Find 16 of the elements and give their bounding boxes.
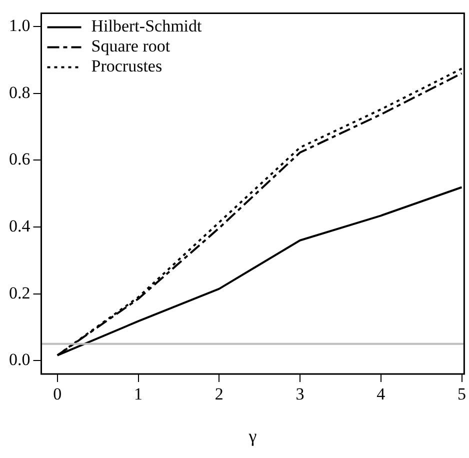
legend-label: Hilbert-Schmidt <box>91 16 202 36</box>
x-tick-label: 2 <box>214 384 224 404</box>
x-tick-label: 3 <box>296 384 304 404</box>
x-axis-title: γ <box>248 426 257 446</box>
x-tick-label: 5 <box>458 384 466 404</box>
x-tick-label: 0 <box>53 384 62 404</box>
y-tick-label: 0.6 <box>9 150 30 169</box>
legend-label: Square root <box>91 36 170 56</box>
y-tick-label: 1.0 <box>9 16 30 36</box>
y-tick-label: 0.4 <box>9 216 31 236</box>
y-tick-label: 0.0 <box>9 350 30 370</box>
legend-label: Procrustes <box>91 56 162 76</box>
x-tick-label: 4 <box>376 384 386 404</box>
y-tick-label: 0.2 <box>9 283 30 302</box>
x-tick-label: 1 <box>134 384 143 404</box>
y-tick-label: 0.8 <box>9 82 30 102</box>
